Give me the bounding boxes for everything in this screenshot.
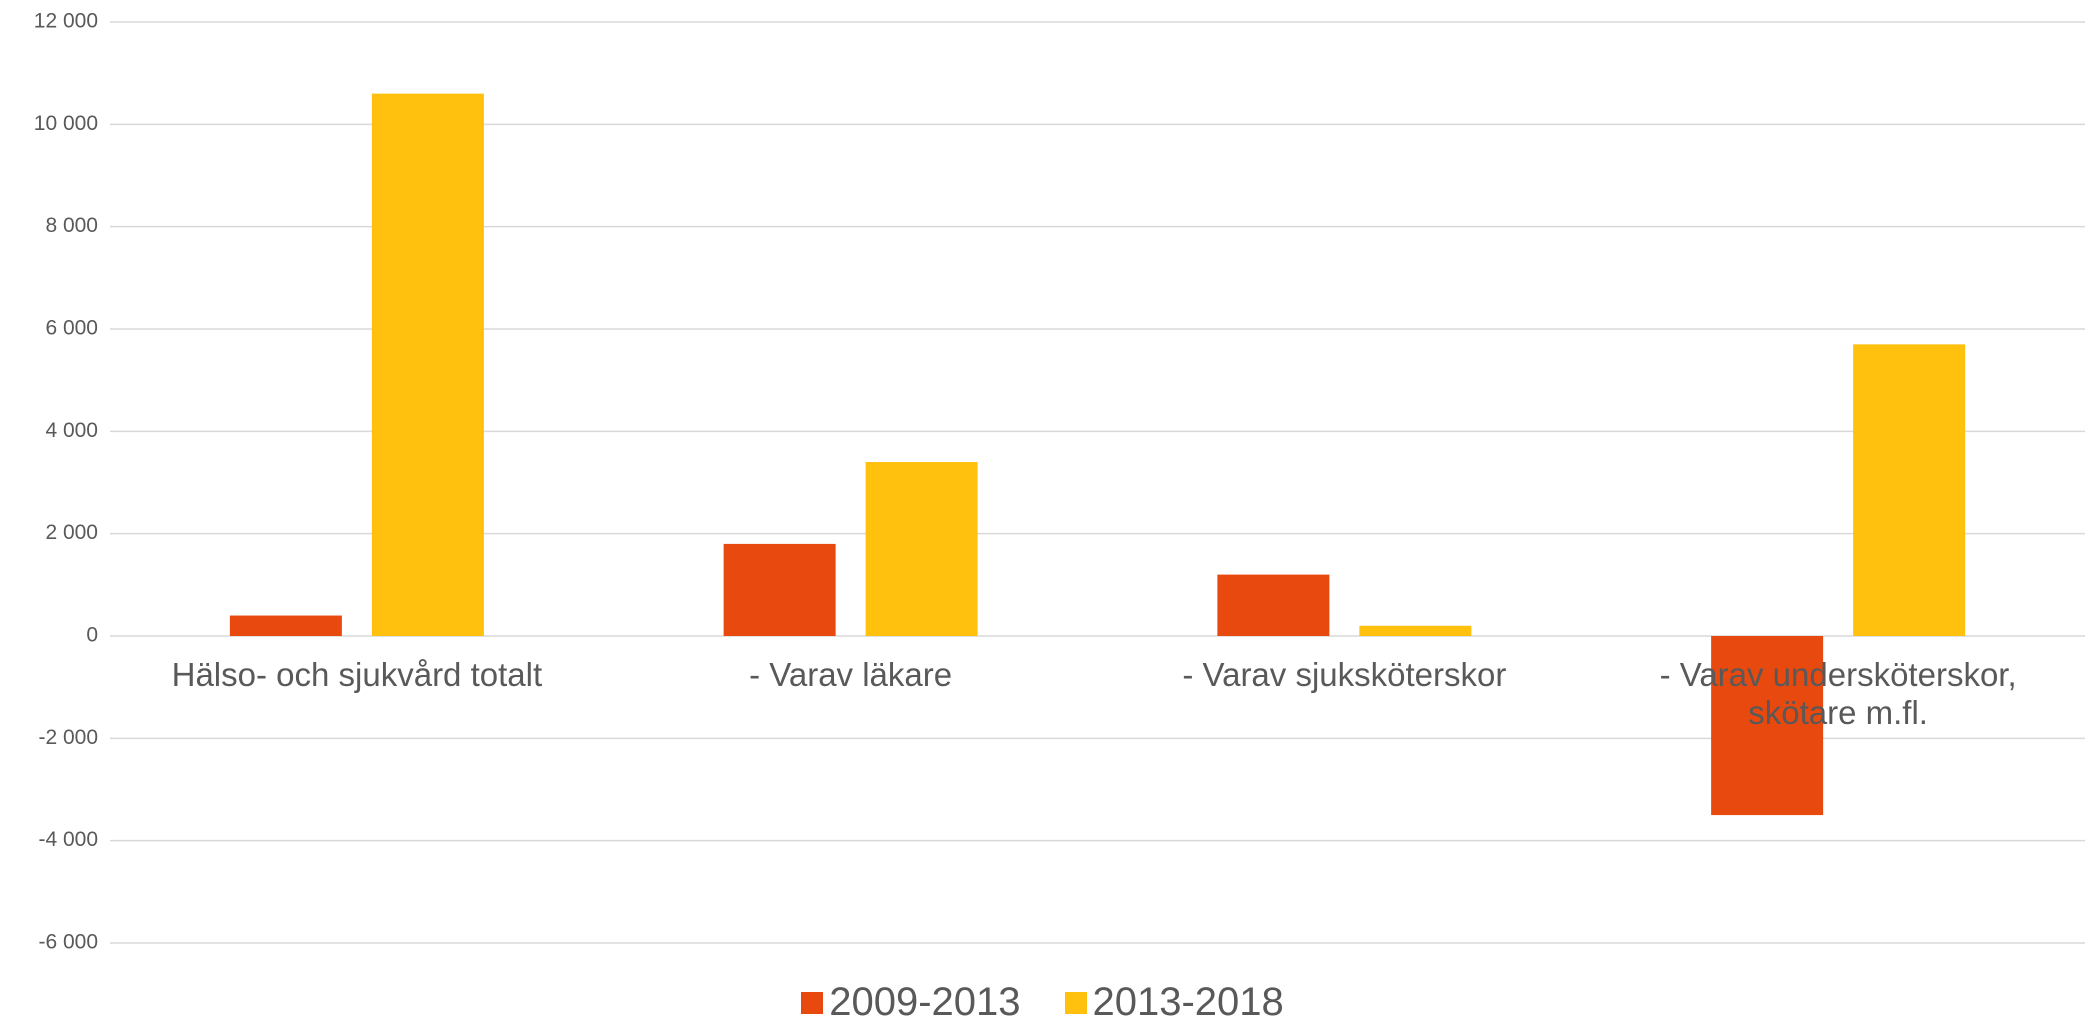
bar (723, 543, 836, 636)
y-tick-label: 10 000 (34, 112, 98, 135)
bar (1711, 636, 1824, 816)
bar (1853, 344, 1966, 636)
bar (865, 462, 978, 636)
y-tick-label: 8 000 (45, 214, 98, 237)
x-tick-label: - Varav undersköterskor, skötare m.fl. (1659, 656, 2017, 731)
y-tick-label: 2 000 (45, 521, 98, 544)
x-tick-label: - Varav sjuksköterskor (1182, 656, 1507, 693)
x-tick-label: Hälso- och sjukvård totalt (171, 656, 543, 693)
legend-swatch (801, 991, 824, 1014)
y-tick-label: 0 (86, 624, 98, 647)
y-tick-label: 12 000 (34, 10, 98, 33)
legend: 2009-2013 2013-2018 (0, 980, 2085, 1025)
bar (371, 93, 484, 637)
bar (1359, 625, 1472, 636)
legend-swatch (1064, 991, 1087, 1014)
bar (1217, 574, 1330, 636)
y-tick-label: -6 000 (38, 931, 98, 954)
legend-item: 2009-2013 (801, 980, 1021, 1025)
legend-item: 2013-2018 (1064, 980, 1284, 1025)
x-tick-label: - Varav läkare (749, 656, 953, 693)
y-tick-label: 6 000 (45, 317, 98, 340)
legend-label: 2009-2013 (829, 980, 1021, 1024)
y-tick-label: 4 000 (45, 419, 98, 442)
legend-label: 2013-2018 (1092, 980, 1284, 1024)
y-tick-label: -4 000 (38, 828, 98, 851)
bar (229, 615, 342, 636)
y-tick-label: -2 000 (38, 726, 98, 749)
